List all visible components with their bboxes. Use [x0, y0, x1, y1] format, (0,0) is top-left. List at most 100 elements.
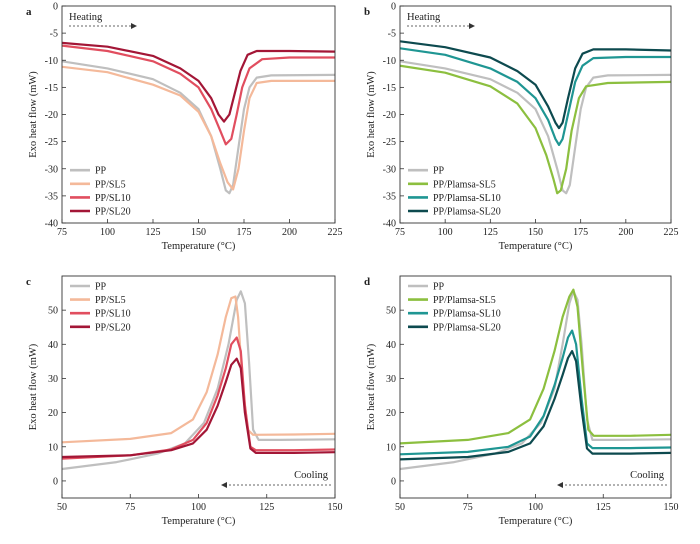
annotation-arrow-head — [557, 482, 563, 488]
series-group — [400, 40, 671, 195]
y-tick-label: 40 — [48, 340, 58, 351]
y-tick-label: -10 — [45, 56, 58, 67]
legend: PP PP/Plamsa-SL5 PP/Plamsa-SL10 PP/Plamsa-S… — [408, 166, 501, 218]
y-axis-label: Exo heat flow (mW) — [28, 71, 39, 158]
legend-label: PP/SL20 — [95, 207, 131, 218]
legend: PP PP/SL5 PP/SL10 PP/SL20 — [70, 282, 131, 333]
x-tick-label: 225 — [328, 227, 343, 238]
y-tick-label: 30 — [48, 374, 58, 385]
x-axis-label: Temperature (°C) — [162, 516, 236, 527]
annotation-arrow-head — [131, 23, 137, 29]
legend-item: PP/SL5 — [70, 179, 126, 190]
y-tick-label: 0 — [53, 2, 58, 13]
legend-item: PP — [70, 166, 107, 177]
x-tick-label: 75 — [463, 502, 473, 513]
annotation-arrow-head — [221, 482, 227, 488]
legend-label: PP/Plamsa-SL10 — [433, 193, 501, 204]
x-tick-label: 125 — [596, 502, 611, 513]
plot-frame — [399, 5, 672, 224]
y-tick-label: -15 — [383, 83, 396, 94]
y-tick-label: 30 — [386, 374, 396, 385]
y-tick-label: -20 — [383, 110, 396, 121]
x-tick-label: 100 — [528, 502, 543, 513]
x-tick-label: 225 — [664, 227, 679, 238]
legend-item: PP/Plamsa-SL5 — [408, 295, 496, 306]
series-line-0 — [62, 60, 335, 195]
panel-label: b — [364, 6, 370, 18]
y-tick-label: 20 — [48, 408, 58, 419]
y-tick-label: 40 — [386, 340, 396, 351]
x-tick-label: 50 — [57, 502, 67, 513]
x-tick-label: 100 — [100, 227, 115, 238]
y-axis-label: Exo heat flow (mW) — [28, 343, 39, 430]
legend-label: PP/SL10 — [95, 193, 131, 204]
y-tick-label: 20 — [386, 408, 396, 419]
annotation-label: Cooling — [630, 470, 665, 481]
x-axis-label: Temperature (°C) — [162, 241, 236, 252]
y-axis-label: Exo heat flow (mW) — [366, 343, 377, 430]
annotation-label: Heating — [407, 12, 441, 23]
y-tick-label: -5 — [50, 29, 58, 40]
x-tick-label: 75 — [125, 502, 135, 513]
x-tick-label: 125 — [259, 502, 274, 513]
legend-label: PP/Plamsa-SL5 — [433, 179, 496, 190]
series-line-2 — [62, 336, 335, 460]
y-tick-label: -30 — [45, 164, 58, 175]
y-tick-label: -40 — [45, 219, 58, 230]
y-axis-label: Exo heat flow (mW) — [366, 71, 377, 158]
y-tick-label: -5 — [388, 29, 396, 40]
x-tick-label: 150 — [664, 502, 679, 513]
panel-label: c — [26, 276, 31, 288]
annotation-label: Heating — [69, 12, 103, 23]
legend-label: PP/Plamsa-SL10 — [433, 309, 501, 320]
panel-label: d — [364, 276, 370, 288]
x-axis-label: Temperature (°C) — [499, 516, 573, 527]
panel-c: 50 75 100 125 150 0 10 20 30 40 50 Temperature (°C)… — [26, 275, 343, 527]
legend-label: PP/SL20 — [95, 322, 131, 333]
legend-label: PP/Plamsa-SL20 — [433, 322, 501, 333]
y-tick-label: -20 — [45, 110, 58, 121]
series-line-1 — [62, 295, 335, 444]
series-line-3 — [400, 40, 671, 130]
panel-a: 75 100 125 150 175 200 225 -40 -35 -30 -25 -20 -15 -1… — [26, 2, 343, 253]
legend-item: PP — [408, 166, 445, 177]
x-tick-label: 175 — [573, 227, 588, 238]
y-tick-label: 50 — [386, 306, 396, 317]
y-tick-label: 10 — [386, 442, 396, 453]
legend-item: PP/Plamsa-SL20 — [408, 322, 501, 333]
series-line-2 — [400, 47, 671, 146]
y-tick-label: 50 — [48, 306, 58, 317]
series-line-1 — [400, 64, 671, 195]
legend-item: PP/Plamsa-SL5 — [408, 179, 496, 190]
legend: PP PP/Plamsa-SL5 PP/Plamsa-SL10 PP/Plamsa-S… — [408, 282, 501, 333]
panel-d: 50 75 100 125 150 0 10 20 30 40 50 Temperature (°C)… — [364, 275, 679, 527]
series-group — [62, 290, 335, 471]
legend-label: PP — [433, 282, 445, 293]
series-group — [400, 288, 671, 471]
x-tick-label: 200 — [618, 227, 633, 238]
x-tick-label: 75 — [395, 227, 405, 238]
series-line-3 — [400, 350, 671, 461]
series-line-2 — [62, 44, 335, 146]
legend-label: PP/SL5 — [95, 295, 126, 306]
legend-label: PP/Plamsa-SL5 — [433, 295, 496, 306]
legend-item: PP/SL20 — [70, 207, 131, 218]
legend-item: PP — [408, 282, 445, 293]
y-tick-label: 0 — [391, 476, 396, 487]
legend-item: PP/Plamsa-SL10 — [408, 309, 501, 320]
y-tick-label: -30 — [383, 164, 396, 175]
series-group — [62, 41, 335, 195]
plot-frame — [61, 5, 336, 224]
x-tick-label: 175 — [237, 227, 252, 238]
x-tick-label: 125 — [483, 227, 498, 238]
y-tick-label: -40 — [383, 219, 396, 230]
x-tick-label: 75 — [57, 227, 67, 238]
legend-label: PP — [433, 166, 445, 177]
legend-label: PP/SL10 — [95, 309, 131, 320]
x-tick-label: 100 — [438, 227, 453, 238]
x-tick-label: 125 — [146, 227, 161, 238]
legend-item: PP/SL10 — [70, 309, 131, 320]
legend-label: PP/SL5 — [95, 179, 126, 190]
series-line-2 — [400, 329, 671, 456]
